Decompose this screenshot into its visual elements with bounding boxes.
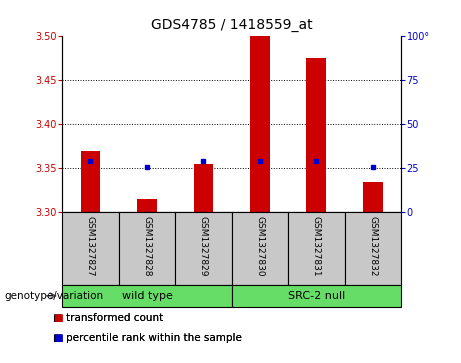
Text: percentile rank within the sample: percentile rank within the sample	[66, 333, 242, 343]
Text: GSM1327827: GSM1327827	[86, 216, 95, 277]
Bar	[118, 212, 175, 285]
Bar	[194, 164, 213, 212]
Bar	[137, 199, 157, 212]
Text: GSM1327832: GSM1327832	[368, 216, 378, 277]
Text: ■: ■	[53, 333, 63, 343]
Bar	[231, 285, 401, 307]
Bar	[363, 182, 383, 212]
Text: wild type: wild type	[122, 291, 172, 301]
Bar	[231, 212, 288, 285]
Bar	[250, 36, 270, 212]
Text: SRC-2 null: SRC-2 null	[288, 291, 345, 301]
Bar	[81, 151, 100, 212]
Bar	[288, 212, 344, 285]
Text: ■ percentile rank within the sample: ■ percentile rank within the sample	[53, 333, 242, 343]
Text: ■: ■	[53, 313, 63, 323]
Text: GSM1327828: GSM1327828	[142, 216, 152, 277]
Bar	[62, 285, 231, 307]
Text: ■ transformed count: ■ transformed count	[53, 313, 163, 323]
Bar	[62, 212, 118, 285]
Title: GDS4785 / 1418559_at: GDS4785 / 1418559_at	[151, 19, 313, 33]
Bar	[344, 212, 401, 285]
Text: GSM1327829: GSM1327829	[199, 216, 208, 277]
Bar	[175, 212, 231, 285]
Text: transformed count: transformed count	[66, 313, 163, 323]
Text: GSM1327830: GSM1327830	[255, 216, 265, 277]
Text: GSM1327831: GSM1327831	[312, 216, 321, 277]
Bar	[307, 58, 326, 212]
Text: genotype/variation: genotype/variation	[5, 291, 104, 301]
